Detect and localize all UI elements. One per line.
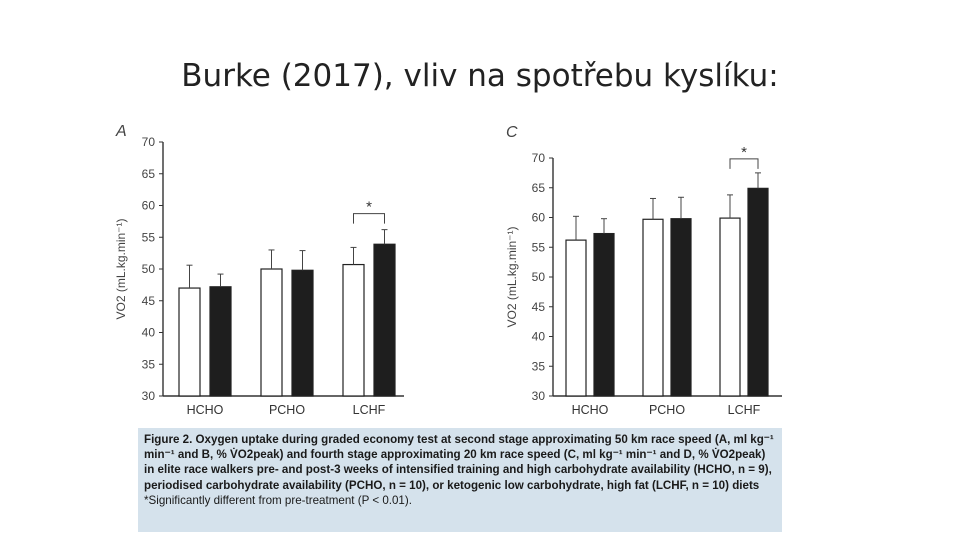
y-tick-label: 45: [142, 294, 156, 308]
slide-title: Burke (2017), vliv na spotřebu kyslíku:: [181, 58, 779, 94]
bar-pre: [642, 218, 664, 397]
panel-label: A: [115, 123, 127, 140]
bar-post: [593, 232, 615, 397]
caption-main: Figure 2. Oxygen uptake during graded ec…: [144, 433, 774, 492]
bar-post: [747, 187, 769, 397]
significance-marker: *: [366, 199, 372, 216]
y-axis-title: VO2 (mL.kg.min⁻¹): [114, 218, 128, 319]
y-tick-label: 40: [532, 330, 546, 344]
y-tick-label: 35: [142, 357, 156, 371]
y-tick-label: 70: [142, 135, 156, 149]
y-tick-label: 45: [532, 300, 546, 314]
y-tick-label: 70: [532, 151, 546, 165]
x-tick-label: LCHF: [353, 403, 386, 417]
y-tick-label: 65: [532, 181, 546, 195]
figure-caption: Figure 2. Oxygen uptake during graded ec…: [138, 428, 782, 532]
y-tick-label: 55: [532, 240, 546, 254]
y-tick-label: 50: [532, 270, 546, 284]
y-tick-label: 60: [142, 199, 156, 213]
significance-marker: *: [741, 144, 747, 161]
panel-label: C: [506, 124, 518, 141]
bar-pre: [719, 217, 741, 397]
y-tick-label: 35: [532, 359, 546, 373]
x-tick-label: PCHO: [649, 403, 685, 417]
bar-pre: [565, 239, 587, 397]
y-axis-title: VO2 (mL.kg.min⁻¹): [505, 226, 519, 327]
y-tick-label: 55: [142, 230, 156, 244]
y-tick-label: 30: [532, 389, 546, 403]
y-tick-label: 50: [142, 262, 156, 276]
significance-bracket: [353, 213, 385, 224]
significance-bracket: [729, 158, 759, 169]
y-tick-label: 30: [142, 389, 156, 403]
caption-note: *Significantly different from pre-treatm…: [144, 493, 412, 507]
x-tick-label: HCHO: [187, 403, 224, 417]
x-tick-label: PCHO: [269, 403, 305, 417]
y-tick-label: 65: [142, 167, 156, 181]
x-tick-label: LCHF: [728, 403, 761, 417]
x-tick-label: HCHO: [572, 403, 609, 417]
bar-post: [670, 218, 692, 397]
y-tick-label: 60: [532, 211, 546, 225]
y-tick-label: 40: [142, 326, 156, 340]
